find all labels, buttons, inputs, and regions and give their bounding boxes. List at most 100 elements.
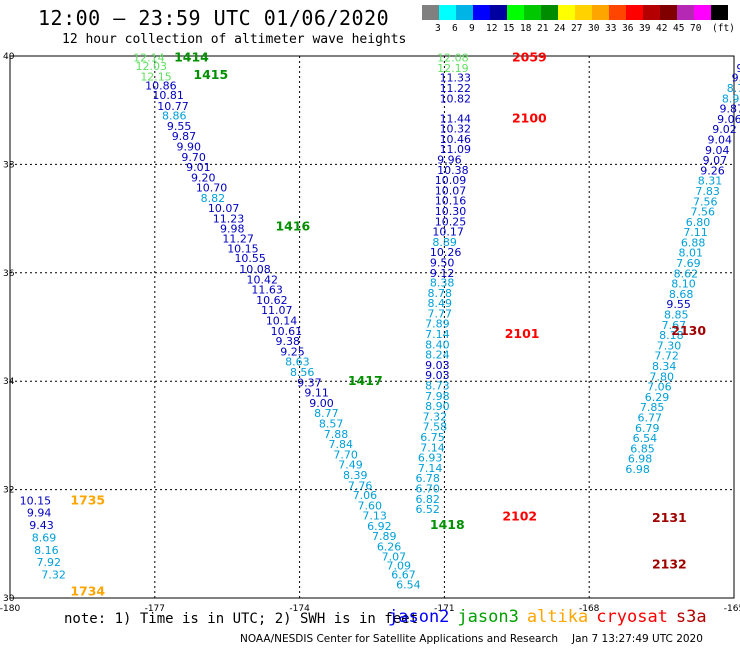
swh-value-label: 8.94 [722, 92, 740, 105]
swh-value-label: 9.04 [707, 133, 732, 146]
swh-value-label: 12.14 [133, 52, 165, 65]
footer-credit: NOAA/NESDIS Center for Satellite Applica… [240, 633, 703, 645]
swh-value-label: 6.93 [418, 452, 443, 465]
swh-value-label: 8.85 [664, 309, 689, 322]
colorbar-swatch [473, 5, 490, 20]
pass-time-label: 2100 [512, 110, 547, 125]
colorbar-tick-label: 21 [537, 23, 549, 34]
swh-value-label: 7.06 [647, 381, 672, 394]
swh-value-label: 11.63 [251, 284, 282, 297]
swh-value-label: 8.56 [290, 366, 315, 379]
longitude-tick-label: -168 [579, 604, 600, 614]
map-title: 12:00 – 23:59 UTC 01/06/2020 [38, 6, 390, 30]
swh-value-label: 6.52 [415, 503, 440, 516]
swh-value-label: 8.40 [425, 338, 450, 351]
pass-time-label: 1415 [193, 67, 228, 82]
satellite-legend: jason2 jason3 altika cryosat s3a [388, 607, 715, 627]
latitude-tick-label: 38 [3, 160, 15, 170]
colorbar-tick-label: 6 [452, 23, 458, 34]
swh-value-label: 7.49 [338, 459, 363, 472]
longitude-tick-label: -180 [0, 604, 20, 614]
colorbar-tick-label: 9 [469, 23, 475, 34]
swh-value-label: 10.26 [430, 246, 462, 259]
colorbar-swatch [422, 5, 439, 20]
swh-value-label: 7.89 [425, 318, 450, 331]
swh-value-label: 7.84 [329, 438, 354, 451]
colorbar-swatch [643, 5, 660, 20]
longitude-tick-label: -174 [289, 604, 310, 614]
swh-value-label: 10.08 [239, 263, 271, 276]
latitude-tick-label: 36 [3, 269, 15, 279]
swh-value-label: 9.98 [220, 222, 245, 235]
swh-value-label: 9.70 [181, 151, 206, 164]
swh-value-label: 8.10 [671, 278, 696, 291]
latitude-tick-label: 40 [3, 52, 15, 62]
swh-value-label: 8.62 [674, 267, 699, 280]
swh-value-label: 6.29 [645, 391, 670, 404]
swh-value-label: 11.23 [213, 213, 245, 226]
swh-value-label: 10.86 [145, 79, 177, 92]
swh-value-label: 10.81 [152, 89, 184, 102]
swh-value-label: 10.82 [440, 92, 472, 105]
swh-value-label: 7.58 [423, 421, 448, 434]
longitude-tick-label: -177 [145, 604, 165, 614]
swh-value-label: 11.22 [440, 82, 472, 95]
swh-value-label: 7.56 [693, 195, 718, 208]
swh-value-label: 7.07 [382, 550, 407, 563]
colorbar-swatch [626, 5, 643, 20]
swh-value-label: 8.68 [669, 288, 694, 301]
swh-value-label: 11.09 [440, 143, 472, 156]
colorbar-tick-label: 12 [486, 23, 498, 34]
swh-value-label: 10.70 [196, 182, 228, 195]
latitude-tick-label: 34 [3, 377, 15, 387]
credit-timestamp: Jan 7 13:27:49 UTC 2020 [572, 633, 703, 645]
colorbar-swatch [592, 5, 609, 20]
swh-value-label: 6.75 [420, 431, 445, 444]
swh-value-label: 9.87 [720, 103, 740, 116]
swh-value-label: 10.25 [435, 215, 467, 228]
swh-value-label: 6.98 [628, 453, 653, 466]
swh-value-label: 10.62 [256, 294, 288, 307]
swh-value-label: 7.70 [333, 448, 358, 461]
legend-jason2: jason2 [388, 607, 450, 627]
swh-value-label: 7.77 [428, 307, 453, 320]
pass-time-label: 2130 [671, 323, 706, 338]
swh-value-label: 7.80 [650, 370, 675, 383]
swh-value-label: 7.98 [425, 390, 450, 403]
swh-value-label: 9.03 [425, 369, 450, 382]
swh-value-label: 11.33 [440, 72, 472, 85]
swh-value-label: 7.88 [324, 428, 349, 441]
swh-value-label: 9. [736, 62, 740, 75]
swh-value-label: 7.60 [358, 499, 383, 512]
swh-value-label: 10.17 [432, 226, 464, 239]
swh-value-label: 10.07 [208, 202, 240, 215]
colorbar-unit: (ft) [712, 23, 735, 34]
swh-value-label: 8.39 [343, 469, 368, 482]
swh-value-label: 10.32 [440, 123, 472, 136]
colorbar-swatch [609, 5, 626, 20]
swh-value-label: 7.72 [654, 350, 679, 363]
colorbar-tick-label: 36 [622, 23, 634, 34]
swh-value-label: 9.94 [27, 506, 52, 519]
swh-value-label: 8.89 [432, 236, 457, 249]
swh-value-label: 8.57 [319, 417, 344, 430]
legend-s3a: s3a [675, 607, 707, 627]
map-frame [9, 55, 735, 599]
colorbar-swatch [711, 5, 728, 20]
legend-cryosat: cryosat [596, 607, 668, 627]
swh-value-label: 9.37 [297, 376, 322, 389]
pass-time-label: 1418 [430, 517, 465, 532]
pass-time-label: 1734 [70, 583, 105, 598]
swh-value-label: 10.46 [440, 133, 472, 146]
swh-value-label: 10.30 [435, 205, 467, 218]
swh-value-label: 8.01 [678, 247, 703, 260]
pass-time-label: 2131 [652, 510, 687, 525]
latitude-tick-label: 30 [3, 594, 15, 604]
pass-time-label: 2102 [502, 509, 537, 524]
swh-value-label: 8.31 [698, 175, 723, 188]
swh-value-label: 6.67 [391, 569, 416, 582]
colorbar-tick-label: 24 [554, 23, 566, 34]
longitude-tick-label: -165 [724, 604, 740, 614]
swh-value-label: 9.07 [703, 154, 728, 167]
swh-value-label: 7.92 [37, 556, 62, 569]
